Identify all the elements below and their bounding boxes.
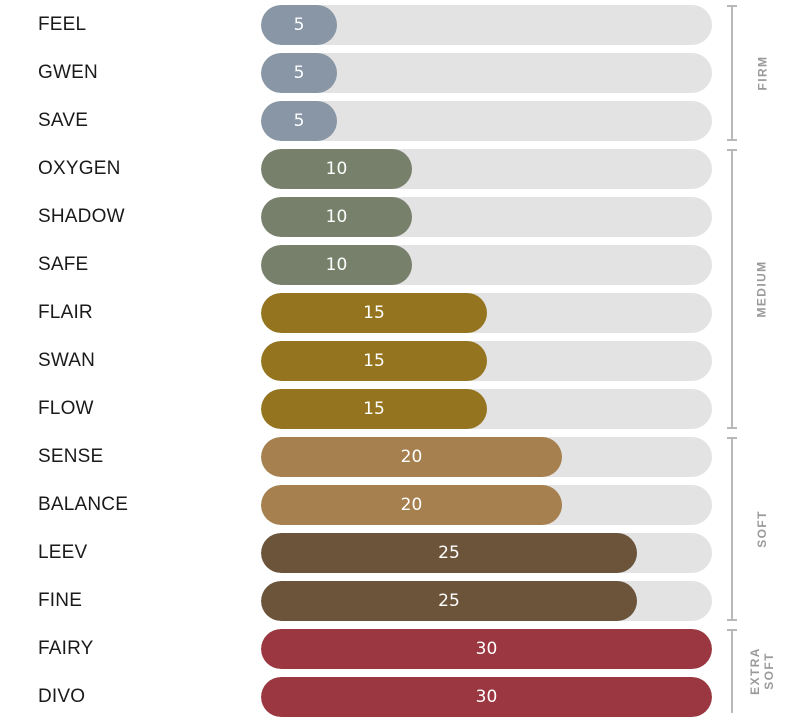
bar-track: 20 (261, 485, 712, 525)
bar-track: 30 (261, 677, 712, 717)
bar-value-label: 10 (325, 255, 348, 275)
bar-value-label: 15 (363, 351, 385, 371)
category-label: SAVE (38, 110, 89, 131)
bar-row: DIVO 30 (0, 677, 810, 717)
bar-fill: 5 (261, 53, 337, 93)
bar-row: SAVE 5 (0, 101, 810, 141)
bar-row: OXYGEN 10 (0, 149, 810, 189)
bar-track: 20 (261, 437, 712, 477)
bar-fill: 10 (261, 245, 412, 285)
bar-row: BALANCE 20 (0, 485, 810, 525)
category-label: DIVO (38, 686, 86, 707)
bar-fill: 30 (261, 629, 712, 669)
bar-fill: 20 (261, 485, 562, 525)
group-label-text: EXTRA SOFT (748, 647, 777, 695)
bar-track: 5 (261, 101, 712, 141)
category-label: FAIRY (38, 638, 94, 659)
bar-track: 30 (261, 629, 712, 669)
bar-value-label: 25 (438, 543, 460, 563)
category-label: FEEL (38, 14, 87, 35)
category-label: SAFE (38, 254, 89, 275)
category-label: FLOW (38, 398, 94, 419)
bar-fill: 15 (261, 341, 487, 381)
bar-track: 5 (261, 5, 712, 45)
group-bracket (727, 149, 737, 429)
category-label: SENSE (38, 446, 104, 467)
bar-value-label: 15 (363, 303, 385, 323)
bar-fill: 25 (261, 533, 637, 573)
bar-fill: 15 (261, 389, 487, 429)
bar-value-label: 10 (325, 159, 348, 179)
bar-value-label: 25 (438, 591, 460, 611)
bar-fill: 20 (261, 437, 562, 477)
bar-row: SENSE 20 (0, 437, 810, 477)
bar-value-label: 20 (400, 447, 423, 467)
bar-fill: 10 (261, 197, 412, 237)
bar-fill: 30 (261, 677, 712, 717)
group-label-text: SOFT (754, 510, 769, 548)
category-label: OXYGEN (38, 158, 121, 179)
bar-fill: 5 (261, 5, 337, 45)
bar-track: 25 (261, 581, 712, 621)
bar-fill: 5 (261, 101, 337, 141)
group-label: SOFT (742, 437, 782, 621)
group-bracket (727, 629, 737, 713)
bar-row: FLOW 15 (0, 389, 810, 429)
bar-track: 15 (261, 389, 712, 429)
bar-track: 10 (261, 245, 712, 285)
bar-fill: 15 (261, 293, 487, 333)
bar-value-label: 30 (475, 687, 498, 707)
group-label: MEDIUM (742, 149, 782, 429)
category-label: GWEN (38, 62, 98, 83)
bar-track: 10 (261, 149, 712, 189)
bar-row: FINE 25 (0, 581, 810, 621)
bar-row: FEEL 5 (0, 5, 810, 45)
bar-value-label: 15 (363, 399, 385, 419)
bar-row: SAFE 10 (0, 245, 810, 285)
bar-value-label: 5 (293, 15, 305, 35)
bar-value-label: 5 (293, 111, 305, 131)
bar-track: 10 (261, 197, 712, 237)
category-label: LEEV (38, 542, 88, 563)
category-label: SHADOW (38, 206, 125, 227)
bar-track: 15 (261, 293, 712, 333)
category-label: SWAN (38, 350, 96, 371)
group-bracket (727, 437, 737, 621)
bar-track: 25 (261, 533, 712, 573)
bar-value-label: 5 (293, 63, 305, 83)
group-label: EXTRA SOFT (742, 629, 782, 713)
bar-row: SHADOW 10 (0, 197, 810, 237)
bar-row: LEEV 25 (0, 533, 810, 573)
category-label: BALANCE (38, 494, 129, 515)
bar-track: 15 (261, 341, 712, 381)
bar-fill: 25 (261, 581, 637, 621)
category-label: FINE (38, 590, 83, 611)
bar-value-label: 20 (400, 495, 423, 515)
bar-track: 5 (261, 53, 712, 93)
group-bracket (727, 5, 737, 141)
bar-row: FLAIR 15 (0, 293, 810, 333)
category-label: FLAIR (38, 302, 93, 323)
group-label-text: FIRM (755, 55, 769, 91)
bar-fill: 10 (261, 149, 412, 189)
group-label-text: MEDIUM (755, 260, 769, 318)
bar-row: FAIRY 30 (0, 629, 810, 669)
bar-value-label: 10 (325, 207, 348, 227)
group-label: FIRM (742, 5, 782, 141)
bar-row: GWEN 5 (0, 53, 810, 93)
bar-value-label: 30 (475, 639, 498, 659)
bar-row: SWAN 15 (0, 341, 810, 381)
